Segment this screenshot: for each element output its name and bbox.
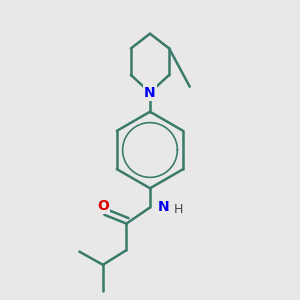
Text: H: H bbox=[174, 203, 184, 216]
Text: N: N bbox=[158, 200, 170, 214]
Text: N: N bbox=[144, 85, 156, 100]
Text: O: O bbox=[97, 199, 109, 213]
